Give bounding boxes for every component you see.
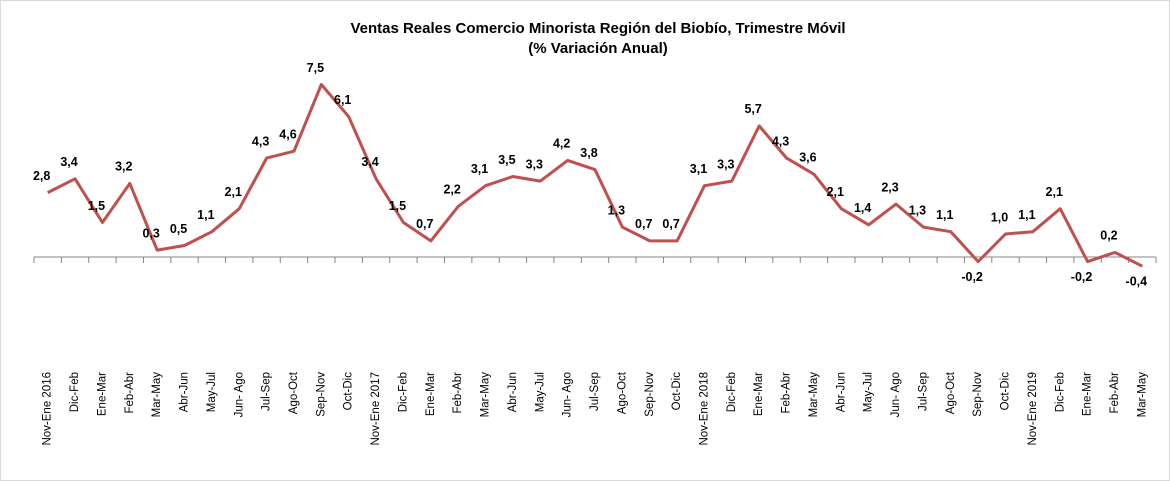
data-label: 3,6 — [799, 150, 816, 164]
x-tick-label: Mar-May — [808, 372, 820, 418]
x-tick-label: Mar-May — [480, 372, 492, 418]
chart-subtitle: (% Variación Anual) — [528, 40, 667, 57]
data-label: 4,3 — [772, 134, 789, 148]
data-label: 3,1 — [690, 162, 707, 176]
x-tick-label: Feb-Abr — [1109, 372, 1121, 414]
line — [47, 83, 1143, 268]
x-tick-label: Dic-Feb — [397, 372, 409, 412]
x-tick-label: Ago-Oct — [945, 371, 957, 414]
x-tick-label: Jul-Sep — [261, 372, 273, 411]
x-tick-label: Abr-Jun — [507, 372, 519, 412]
data-label: 1,1 — [197, 208, 214, 222]
data-label: 4,6 — [279, 127, 296, 141]
x-tick-label: Ago-Oct — [616, 371, 628, 414]
x-tick-label: Jul-Sep — [917, 372, 929, 411]
data-label: 5,7 — [744, 102, 761, 116]
x-tick-label: Ago-Oct — [288, 371, 300, 414]
data-label: 2,1 — [225, 185, 242, 199]
x-tick-label: Sep-Nov — [315, 372, 327, 417]
x-tick-label: Feb-Abr — [781, 372, 793, 414]
data-label: 2,8 — [33, 169, 50, 183]
data-label: 7,5 — [307, 61, 324, 75]
data-label: 3,5 — [498, 153, 515, 167]
data-label: 3,8 — [580, 146, 597, 160]
data-label: 1,4 — [854, 201, 871, 215]
x-tick-label: Jun- Ago — [890, 372, 902, 417]
x-tick-label: Abr-Jun — [835, 372, 847, 412]
data-label: 1,0 — [991, 210, 1008, 224]
x-tick-label: Jun- Ago — [233, 372, 245, 417]
data-label: 0,7 — [635, 217, 652, 231]
data-label: 3,3 — [717, 157, 734, 171]
data-label: 6,1 — [334, 93, 351, 107]
x-tick-label: Ene-Mar — [425, 372, 437, 416]
data-label: 0,2 — [1100, 229, 1117, 243]
data-label: 1,5 — [88, 199, 105, 213]
x-tick-label: Dic-Feb — [726, 372, 738, 412]
data-label: 2,1 — [1046, 185, 1063, 199]
data-label: 0,3 — [142, 226, 159, 240]
x-tick-label: May-Jul — [206, 372, 218, 412]
data-label: 0,7 — [662, 217, 679, 231]
x-tick-label: Sep-Nov — [972, 372, 984, 417]
x-tick-label: Abr-Jun — [179, 372, 191, 412]
x-tick-label: Nov-Ene 2017 — [370, 372, 382, 446]
data-label: -0,2 — [961, 270, 983, 284]
data-label: 4,2 — [553, 137, 570, 151]
data-label: 3,4 — [361, 155, 378, 169]
data-label: 4,3 — [252, 134, 269, 148]
x-tick-label: Jun- Ago — [562, 372, 574, 417]
data-label: 3,4 — [60, 155, 77, 169]
data-label: -0,4 — [1126, 274, 1148, 288]
data-label: 1,1 — [936, 208, 953, 222]
data-label: 2,3 — [881, 180, 898, 194]
data-label: 2,2 — [443, 183, 460, 197]
x-tick-label: Oct-Dic — [343, 372, 355, 411]
x-tick-label: Dic-Feb — [69, 372, 81, 412]
x-tick-label: Feb-Abr — [124, 372, 136, 414]
x-tick-label: Ene-Mar — [753, 372, 765, 416]
data-label: 1,3 — [608, 203, 625, 217]
data-label: 1,3 — [909, 203, 926, 217]
x-tick-label: Oct-Dic — [671, 372, 683, 411]
x-tick-label: Ene-Mar — [96, 372, 108, 416]
x-tick-label: Nov-Ene 2018 — [698, 372, 710, 446]
data-label: -0,2 — [1071, 270, 1093, 284]
data-label: 3,2 — [115, 160, 132, 174]
data-label: 1,1 — [1018, 208, 1035, 222]
data-label: 0,5 — [170, 222, 187, 236]
data-label: 3,1 — [471, 162, 488, 176]
x-tick-label: Mar-May — [151, 372, 163, 418]
x-tick-label: Jul-Sep — [589, 372, 601, 411]
x-tick-label: Sep-Nov — [644, 372, 656, 417]
x-tick-label: Feb-Abr — [452, 372, 464, 414]
x-tick-label: Dic-Feb — [1054, 372, 1066, 412]
x-tick-label: Nov-Ene 2019 — [1027, 372, 1039, 446]
data-label: 3,3 — [526, 157, 543, 171]
x-tick-label: Nov-Ene 2016 — [42, 372, 54, 446]
data-label: 2,1 — [827, 185, 844, 199]
x-tick-label: Ene-Mar — [1082, 372, 1094, 416]
data-label: 1,5 — [389, 199, 406, 213]
chart-title: Ventas Reales Comercio Minorista Región … — [350, 20, 845, 37]
x-tick-label: Mar-May — [1136, 372, 1148, 418]
x-tick-label: May-Jul — [534, 372, 546, 412]
x-tick-label: May-Jul — [863, 372, 875, 412]
x-tick-label: Oct-Dic — [1000, 372, 1012, 411]
data-label: 0,7 — [416, 217, 433, 231]
